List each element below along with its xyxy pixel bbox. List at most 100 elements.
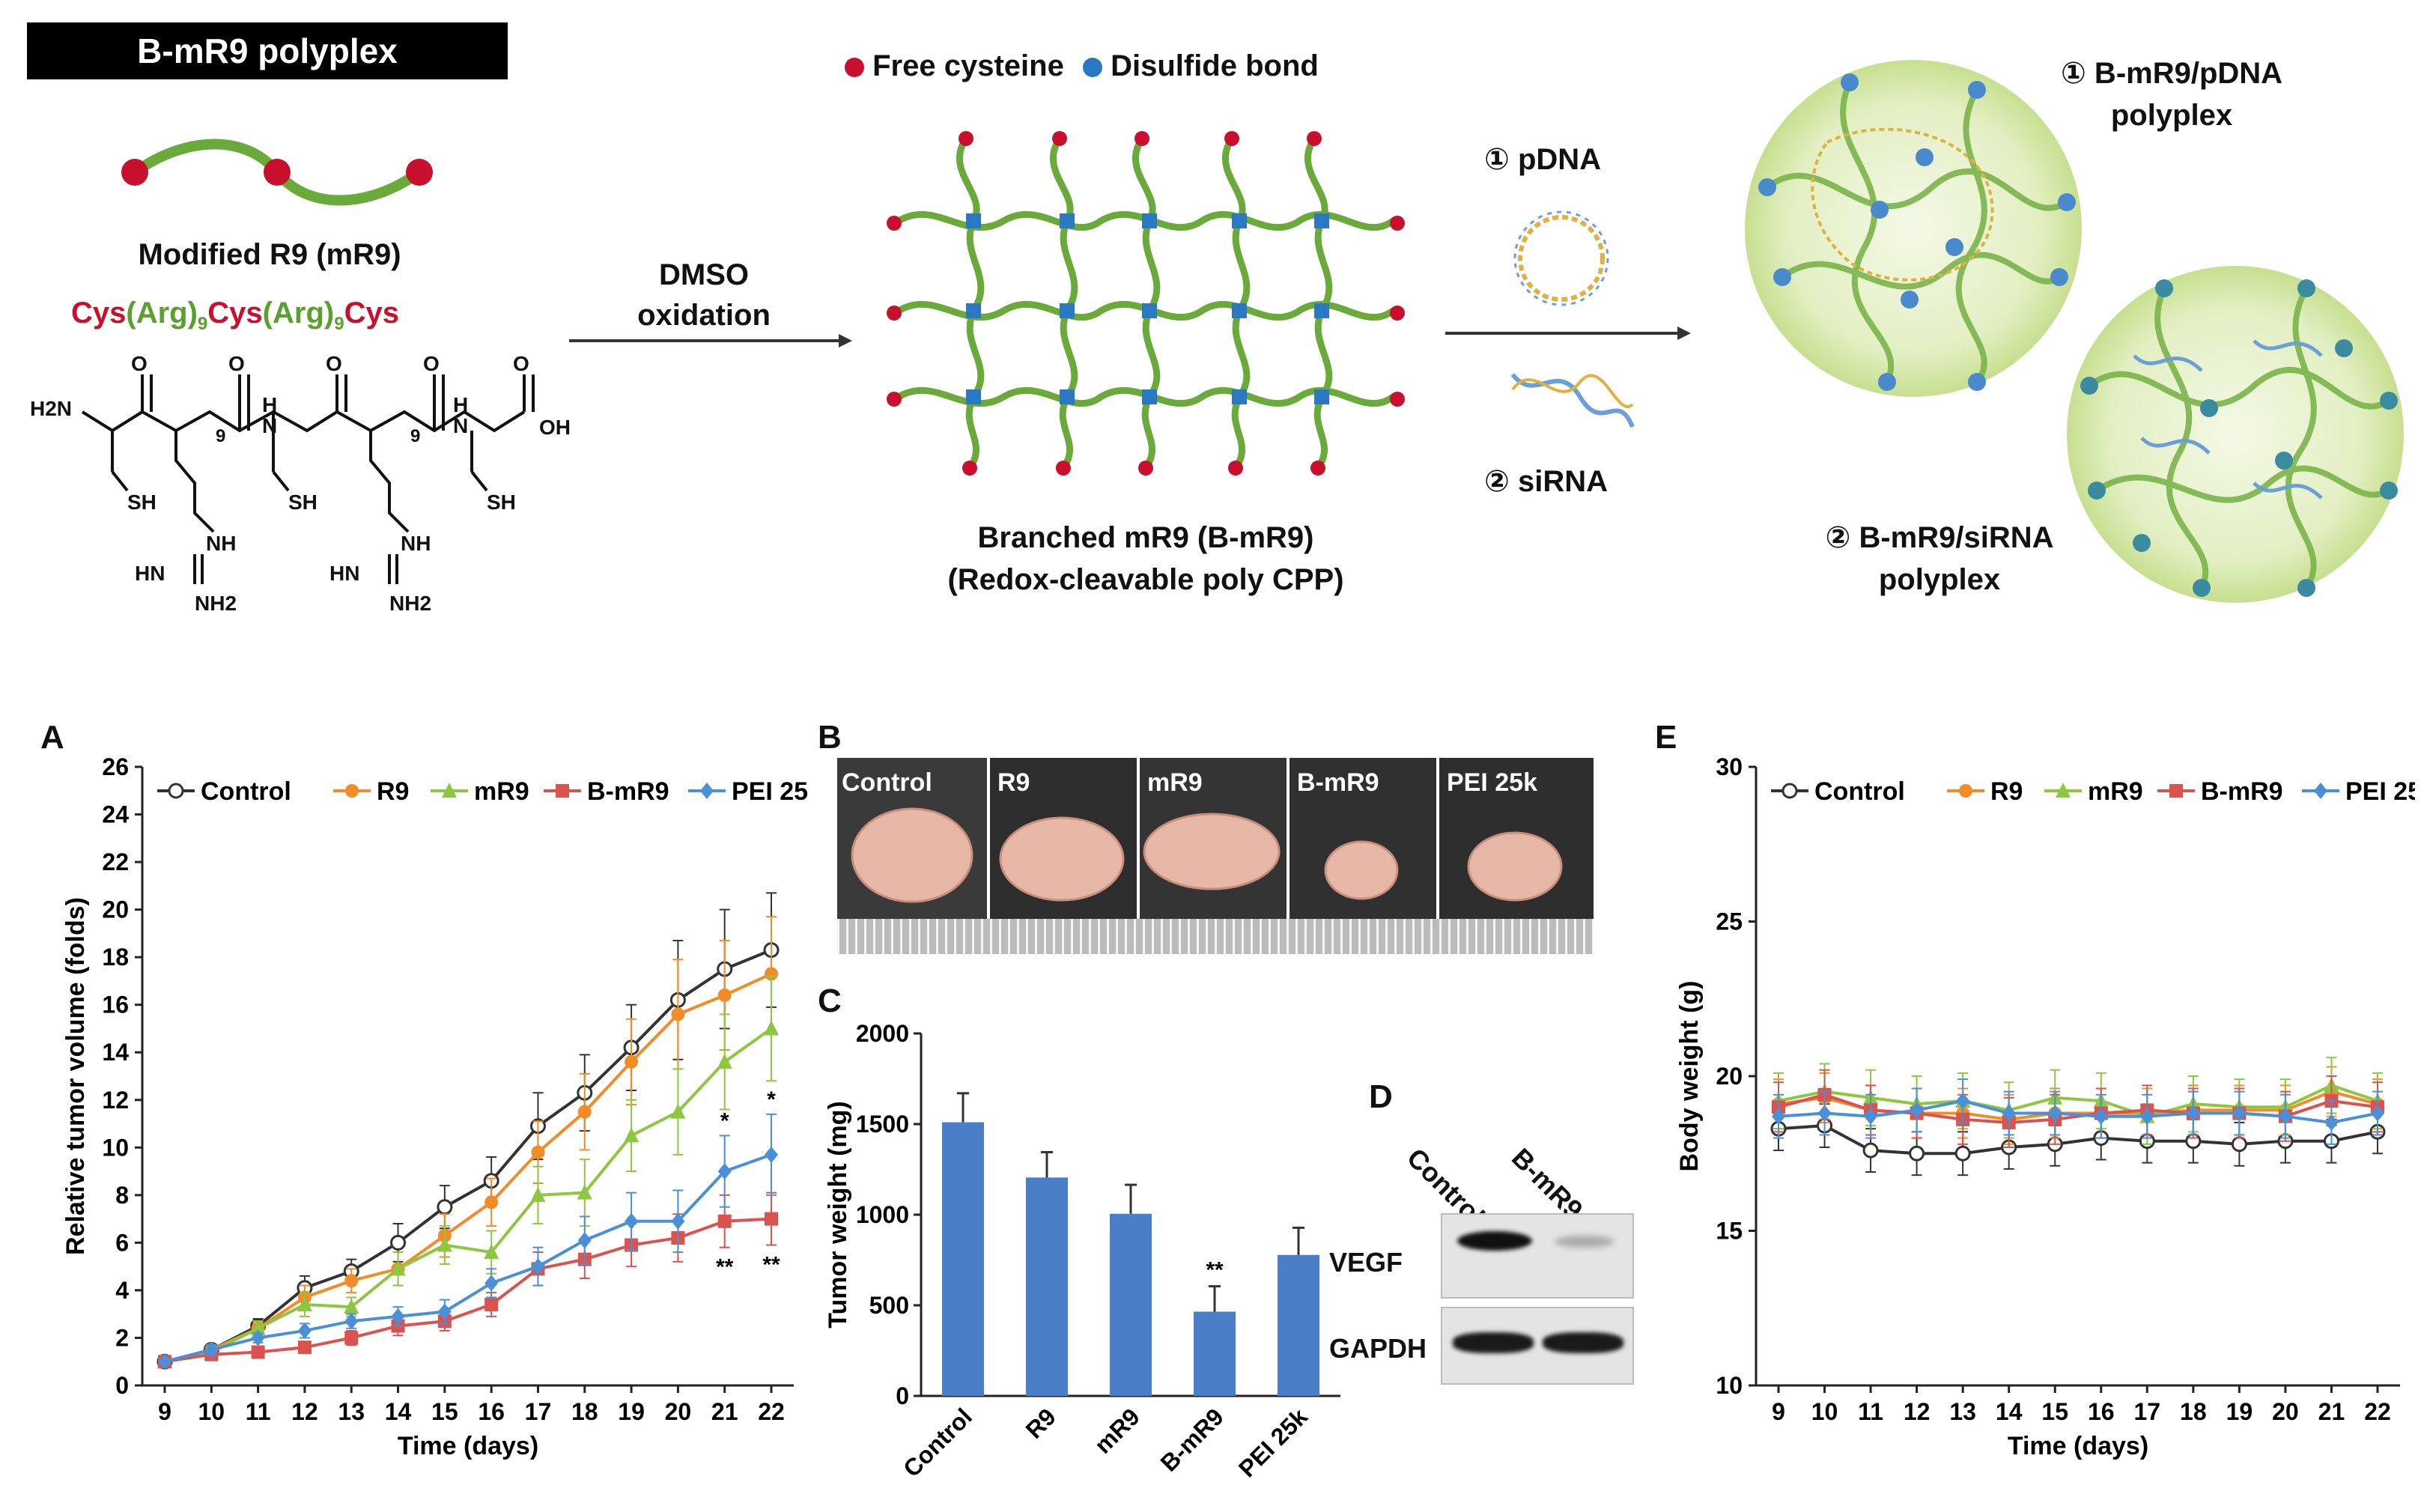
x-tick-label: 9 bbox=[1772, 1398, 1785, 1425]
y-tick-label: 8 bbox=[115, 1182, 129, 1209]
legend-entry: PEI 25k bbox=[2302, 777, 2415, 806]
row-vegf: VEGF bbox=[1329, 1247, 1403, 1278]
y-tick-label: 18 bbox=[102, 944, 129, 971]
cysteine-dot bbox=[264, 159, 291, 186]
data-point bbox=[531, 1258, 545, 1275]
data-point bbox=[158, 1353, 171, 1370]
data-point bbox=[1910, 1102, 1924, 1119]
data-point bbox=[2186, 1105, 2200, 1122]
chemical-structure: H2N O O O O O OH SH SH SH NH NH HN HN NH… bbox=[30, 352, 571, 615]
legend-label: R9 bbox=[377, 777, 409, 806]
network-label: Branched mR9 (B-mR9) (Redox-cleavable po… bbox=[824, 517, 1468, 601]
seq-cys-2: Cys bbox=[207, 297, 263, 330]
data-point bbox=[484, 1244, 499, 1260]
legend-marker bbox=[2314, 783, 2327, 799]
data-point bbox=[717, 1163, 732, 1180]
band-vegf-bmr9 bbox=[1555, 1236, 1614, 1248]
product2-line2: polyplex bbox=[1878, 563, 2001, 596]
x-tick-label: B-mR9 bbox=[1155, 1403, 1229, 1476]
data-point bbox=[1862, 1142, 1879, 1159]
data-point bbox=[391, 1308, 405, 1325]
chem-o1: O bbox=[131, 352, 148, 375]
photo-label-mr9: mR9 bbox=[1147, 768, 1203, 797]
chem-sh3: SH bbox=[487, 491, 516, 514]
significance-mark: ** bbox=[1206, 1258, 1224, 1283]
data-point bbox=[2371, 1105, 2384, 1122]
series-pei-25k bbox=[1772, 1078, 2384, 1145]
product2-label: ② B-mR9/siRNA polyplex bbox=[1745, 517, 2134, 601]
cys-dot-icon bbox=[845, 58, 864, 78]
y-tick-label: 0 bbox=[115, 1372, 129, 1399]
data-point bbox=[1909, 1145, 1925, 1162]
data-point bbox=[2232, 1105, 2247, 1122]
legend-marker bbox=[442, 783, 457, 798]
y-tick-label: 2 bbox=[115, 1324, 129, 1351]
panel-letter-e: E bbox=[1655, 719, 1677, 756]
step2-sirna: ② siRNA bbox=[1484, 465, 1608, 498]
y-axis-label: Tumor weight (mg) bbox=[824, 1101, 852, 1328]
y-tick-label: 1500 bbox=[856, 1111, 909, 1138]
y-tick-label: 20 bbox=[102, 896, 129, 923]
chem-o2: O bbox=[228, 352, 245, 375]
tumor-control bbox=[851, 807, 973, 903]
data-point bbox=[625, 1212, 639, 1230]
step1-line2: oxidation bbox=[637, 299, 771, 332]
series-line bbox=[164, 972, 772, 1364]
tumor-mr9 bbox=[1143, 813, 1281, 890]
series-line bbox=[164, 1217, 772, 1364]
legend-entry: B-mR9 bbox=[544, 777, 669, 806]
significance-mark: * bbox=[767, 1087, 776, 1112]
chem-n1: N bbox=[262, 414, 277, 437]
bar bbox=[1194, 1311, 1236, 1396]
step1-label: DMSO oxidation bbox=[569, 255, 839, 336]
seq-sub-2: 9 bbox=[334, 314, 344, 334]
data-point bbox=[251, 1345, 265, 1359]
series-r9 bbox=[158, 916, 778, 1369]
legend-label: R9 bbox=[1990, 777, 2023, 806]
data-point bbox=[437, 1303, 452, 1320]
y-axis-label: Body weight (g) bbox=[1675, 981, 1704, 1172]
data-point bbox=[2140, 1108, 2154, 1125]
x-tick-label: 12 bbox=[1904, 1398, 1931, 1425]
step2-pdna: ① pDNA bbox=[1484, 143, 1602, 176]
x-tick-label: 19 bbox=[618, 1398, 645, 1425]
data-point bbox=[2278, 1108, 2292, 1125]
x-tick-label: Control bbox=[898, 1403, 977, 1482]
x-tick-label: 14 bbox=[385, 1398, 412, 1425]
y-tick-label: 22 bbox=[102, 848, 129, 875]
legend-entry: mR9 bbox=[2044, 777, 2143, 806]
legend-marker bbox=[345, 784, 359, 798]
chem-o4: O bbox=[423, 352, 440, 375]
significance-mark: ** bbox=[762, 1253, 780, 1278]
chem-oh: OH bbox=[539, 416, 571, 439]
polyplex-sirna-sphere bbox=[2067, 266, 2404, 603]
data-point bbox=[671, 1212, 685, 1230]
legend-marker bbox=[700, 783, 714, 799]
x-tick-label: 20 bbox=[2272, 1398, 2299, 1425]
data-point bbox=[2048, 1105, 2062, 1122]
data-point bbox=[1954, 1145, 1971, 1162]
data-point bbox=[764, 1020, 779, 1036]
chem-hn1: HN bbox=[135, 562, 165, 585]
legend-marker bbox=[1781, 783, 1798, 799]
data-point bbox=[484, 1195, 499, 1209]
y-tick-label: 24 bbox=[102, 801, 129, 828]
x-tick-label: 21 bbox=[2318, 1398, 2345, 1425]
tumor-photo: Control R9 mR9 B-mR9 PEI 25k bbox=[837, 758, 1594, 954]
x-tick-label: 15 bbox=[2041, 1398, 2068, 1425]
legend-label: PEI 25k bbox=[2345, 777, 2415, 806]
seq-arg-1: (Arg) bbox=[126, 297, 198, 330]
legend-entry: PEI 25k bbox=[688, 777, 809, 806]
y-tick-label: 20 bbox=[1716, 1063, 1743, 1090]
chem-n2: N bbox=[453, 414, 468, 437]
legend-entry: mR9 bbox=[431, 777, 529, 806]
chem-o3: O bbox=[326, 352, 342, 375]
y-tick-label: 26 bbox=[102, 753, 129, 780]
chem-hn2: HN bbox=[329, 562, 359, 585]
scheme-legend: Free cysteine Disulfide bond bbox=[845, 49, 1319, 83]
monomer-graphic bbox=[121, 139, 433, 206]
y-tick-label: 16 bbox=[102, 992, 129, 1018]
legend-label: B-mR9 bbox=[587, 777, 669, 806]
data-point bbox=[297, 1341, 312, 1355]
